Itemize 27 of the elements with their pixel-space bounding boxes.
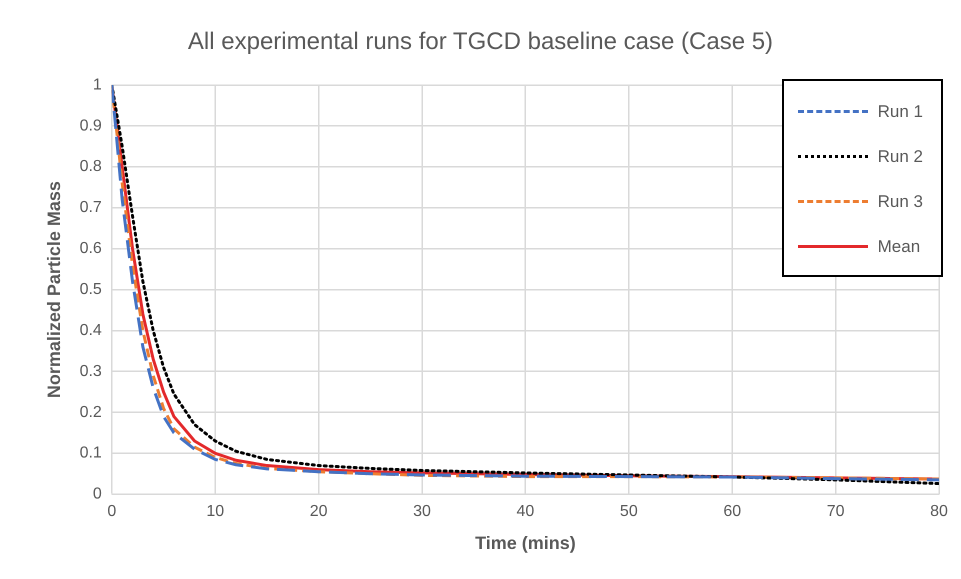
y-tick-label: 0.2 [80,404,102,421]
y-tick-label: 0.5 [80,281,102,298]
x-tick-label: 60 [723,503,742,520]
x-tick-label: 20 [310,503,328,520]
y-tick-label: 0.1 [80,444,102,462]
x-tick-label: 50 [620,503,638,520]
y-tick-label: 0.3 [80,362,102,380]
x-tick-label: 0 [107,503,116,520]
y-tick-label: 0 [92,486,102,503]
chart-title: All experimental runs for TGCD baseline case (Case 5) [186,28,774,56]
y-tick-label: 0.6 [80,240,102,258]
legend-label: Mean [878,236,920,256]
legend-label: Run 1 [878,102,923,122]
y-tick-label: 1 [92,76,102,94]
legend-label: Run 2 [878,146,923,166]
y-tick-label: 0.9 [80,117,102,134]
legend-label: Run 3 [878,192,923,212]
x-axis-title: Time (mins) [475,533,576,554]
x-tick-label: 10 [206,503,224,520]
y-axis-title: Normalized Particle Mass [44,181,64,398]
x-tick-label: 80 [930,503,948,520]
x-tick-label: 70 [826,503,845,520]
y-tick-label: 0.7 [80,199,102,216]
x-tick-label: 30 [413,503,432,520]
y-tick-label: 0.4 [80,322,102,339]
y-tick-label: 0.8 [80,158,102,176]
x-tick-label: 40 [516,503,534,520]
